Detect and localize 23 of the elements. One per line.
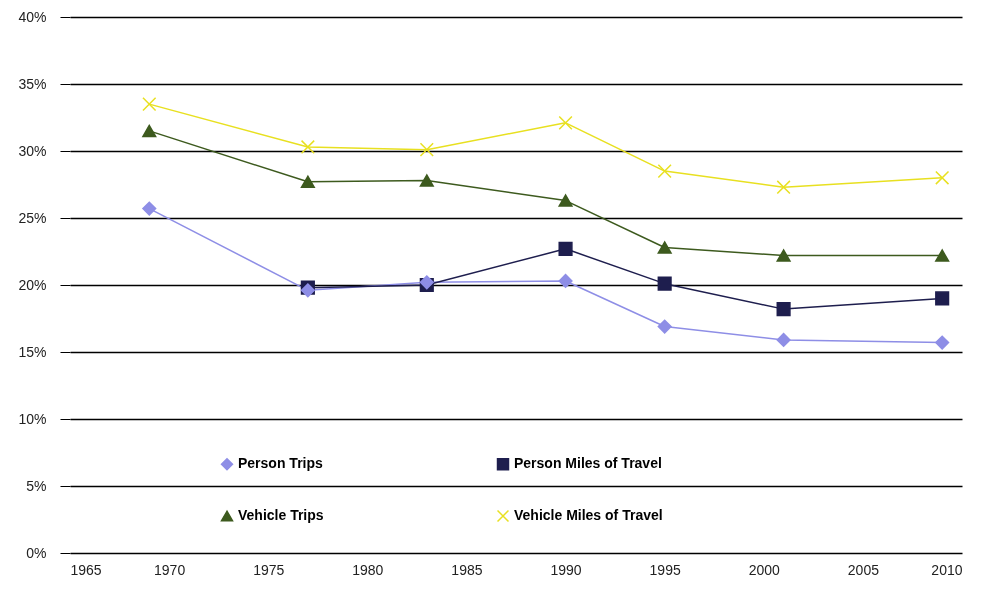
y-tick-label: 10% bbox=[18, 410, 47, 427]
y-tick-label: 15% bbox=[18, 343, 47, 360]
x-tick-label: 1990 bbox=[550, 561, 582, 578]
x-tick-label: 1975 bbox=[253, 561, 285, 578]
x-tick-label: 2010 bbox=[931, 561, 963, 578]
legend-label: Vehicle Trips bbox=[238, 507, 324, 523]
x-tick-label: 2005 bbox=[847, 561, 880, 578]
legend-label: Person Trips bbox=[238, 455, 324, 472]
y-tick-label: 25% bbox=[18, 209, 47, 226]
x-tick-label: 2000 bbox=[748, 561, 781, 578]
legend-label: Vehicle Miles of Travel bbox=[514, 507, 663, 523]
x-tick-label: 1965 bbox=[70, 561, 102, 578]
y-tick-label: 30% bbox=[18, 142, 47, 159]
y-tick-label: 20% bbox=[18, 276, 47, 293]
x-tick-label: 1985 bbox=[451, 561, 483, 578]
y-tick-label: 40% bbox=[18, 8, 47, 25]
x-tick-label: 1995 bbox=[649, 561, 681, 578]
y-tick-label: 0% bbox=[26, 544, 47, 561]
y-tick-label: 35% bbox=[18, 75, 47, 92]
y-tick-label: 5% bbox=[26, 477, 47, 494]
x-tick-label: 1970 bbox=[154, 561, 186, 578]
x-tick-label: 1980 bbox=[352, 561, 384, 578]
legend-label: Person Miles of Travel bbox=[514, 455, 662, 472]
